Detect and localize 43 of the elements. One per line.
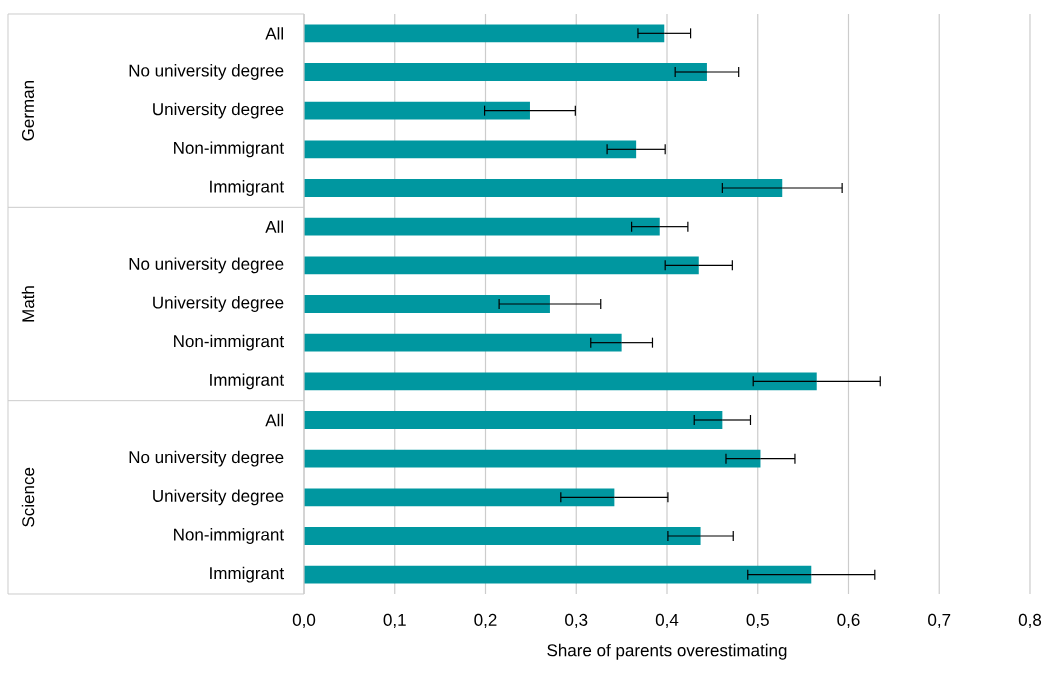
x-tick-label: 0,4 (655, 613, 679, 628)
bar (304, 217, 660, 236)
text: Math (21, 286, 35, 322)
x-tick-label: 0,7 (928, 613, 951, 628)
bar (304, 179, 783, 197)
y-tick-label: Non-immigrant (174, 334, 284, 351)
bar (304, 527, 701, 545)
bar (304, 449, 761, 468)
y-tick-label: Non-immigrant (174, 141, 284, 158)
bar (304, 295, 550, 313)
x-tick-label: 0,1 (383, 613, 406, 628)
y-tick-label: University degree (153, 296, 284, 312)
y-tick-label: University degree (153, 489, 284, 506)
y-tick-label: Immigrant (210, 180, 284, 196)
y-tick-label: No university degree (129, 64, 284, 80)
x-tick-label: 0,0 (292, 613, 316, 628)
y-tick-label: Immigrant (210, 373, 284, 390)
bar (304, 333, 622, 352)
y-tick-label: Non-immigrant (174, 528, 284, 544)
bar (304, 372, 817, 391)
bar (304, 256, 699, 275)
bar (304, 411, 723, 429)
bar (304, 63, 707, 81)
y-tick-label: All (265, 413, 283, 427)
y-tick-label: University degree (153, 102, 284, 119)
x-tick-label: 0,8 (1018, 613, 1042, 628)
bar (304, 101, 530, 120)
y-tick-label: All (265, 220, 283, 233)
x-axis-title: Share of parents overestimating (547, 643, 787, 660)
text: Science (21, 467, 35, 527)
x-tick-label: 0,2 (474, 613, 497, 628)
text: German (21, 81, 35, 141)
y-tick-label: Immigrant (210, 566, 284, 583)
x-tick-label: 0,6 (837, 613, 860, 628)
bar (304, 565, 812, 584)
bar (304, 24, 665, 43)
x-tick-label: 0,3 (565, 613, 588, 628)
y-tick-label: All (265, 27, 283, 40)
bar (304, 488, 615, 507)
y-tick-label: No university degree (129, 257, 284, 274)
x-tick-label: 0,5 (746, 613, 769, 628)
bar (304, 140, 637, 159)
y-tick-label: No university degree (129, 450, 284, 467)
